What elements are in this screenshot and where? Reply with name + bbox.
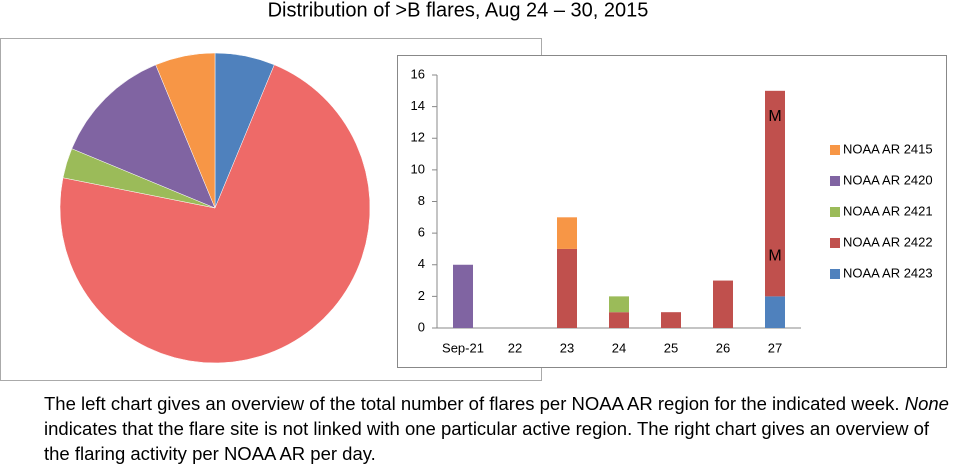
chart-title: Distribution of >B flares, Aug 24 – 30, …: [268, 0, 649, 21]
legend-label: NOAA AR 2420: [843, 172, 933, 187]
legend-label: NOAA AR 2415: [843, 141, 933, 156]
pie-slice: [71, 64, 216, 209]
x-tick-label: 26: [716, 340, 730, 355]
caption-text: The left chart gives an overview of the …: [44, 393, 905, 414]
y-tick-label: 16: [411, 66, 425, 81]
x-tick-label: 24: [612, 340, 626, 355]
bar-segment: [765, 296, 785, 328]
bar-segment: [609, 312, 629, 328]
legend-label: NOAA AR 2421: [843, 203, 933, 218]
bar-segment: [557, 217, 577, 249]
x-tick-label: 22: [508, 340, 522, 355]
y-tick-label: 12: [411, 130, 425, 145]
annotation: M: [768, 108, 781, 125]
pie-slice: [155, 52, 216, 209]
y-tick-label: 2: [418, 288, 425, 303]
x-tick-label: Sep-21: [442, 340, 484, 355]
caption-emphasis: None: [904, 393, 949, 414]
legend-swatch: [830, 145, 840, 155]
x-tick-label: 25: [664, 340, 678, 355]
y-tick-label: 0: [418, 319, 425, 334]
bar-segment: [713, 280, 733, 328]
chart: Distribution of >B flares, Aug 24 – 30, …: [0, 0, 947, 381]
x-tick-label: 23: [560, 340, 574, 355]
y-tick-label: 8: [418, 193, 425, 208]
annotation: M: [768, 248, 781, 265]
caption: The left chart gives an overview of the …: [44, 391, 954, 466]
bar-segment: [453, 264, 473, 328]
y-tick-label: 10: [411, 161, 425, 176]
legend-swatch: [830, 207, 840, 217]
legend-swatch: [830, 238, 840, 248]
bar-segment: [557, 248, 577, 328]
bar-segment: [609, 296, 629, 313]
caption-text: indicates that the flare site is not lin…: [44, 418, 930, 464]
y-tick-label: 6: [418, 225, 425, 240]
y-tick-label: 4: [418, 256, 425, 271]
bar-segment: [765, 90, 785, 297]
legend-swatch: [830, 269, 840, 279]
legend-label: NOAA AR 2423: [843, 265, 933, 280]
y-tick-label: 14: [411, 98, 425, 113]
x-tick-label: 27: [768, 340, 782, 355]
bar-segment: [661, 312, 681, 328]
pie-slice: [59, 64, 371, 364]
legend-swatch: [830, 176, 840, 186]
legend-label: NOAA AR 2422: [843, 234, 933, 249]
